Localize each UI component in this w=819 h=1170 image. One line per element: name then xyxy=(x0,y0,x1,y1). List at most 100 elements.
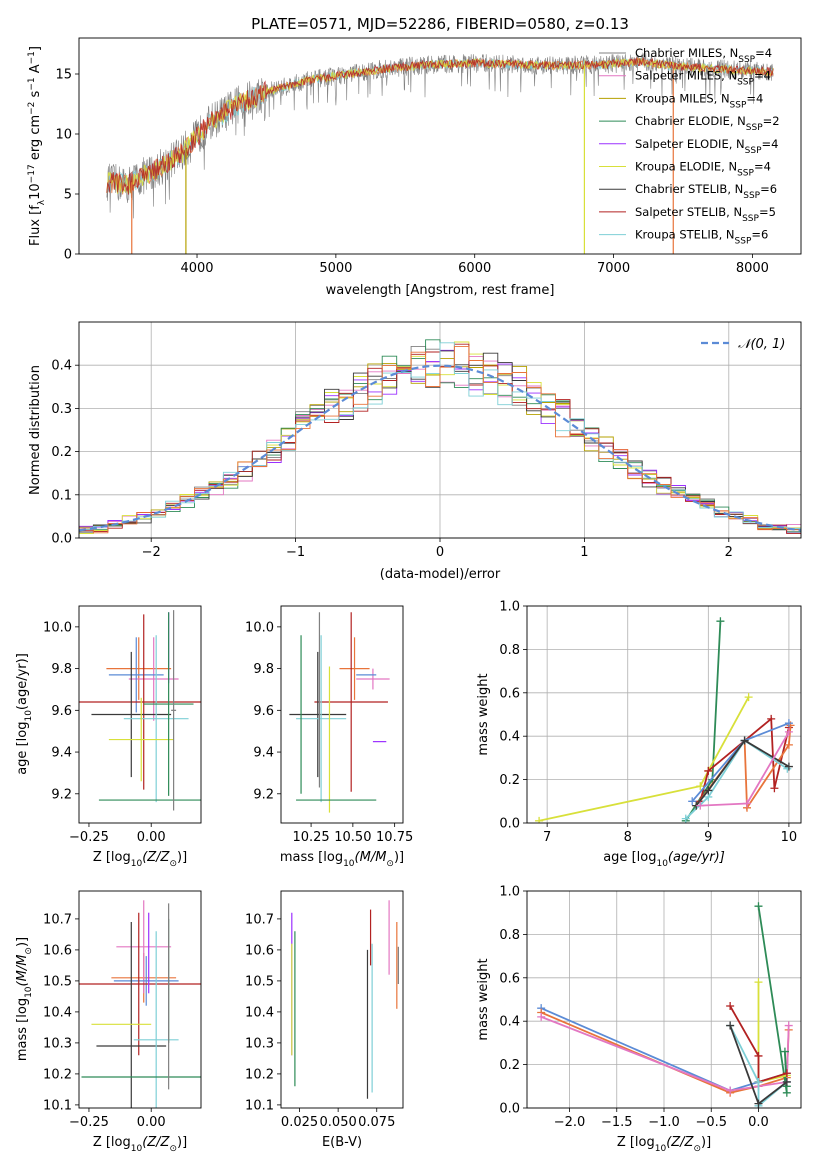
weight-marker xyxy=(770,784,779,793)
y-tick-label: 9.6 xyxy=(253,704,274,719)
error-bars xyxy=(291,900,399,1099)
x-tick-label: 0.050 xyxy=(320,1115,357,1130)
weight-marker xyxy=(704,786,713,795)
weight-series-line xyxy=(695,739,790,807)
x-tick-label: 4000 xyxy=(180,261,213,276)
x-axis-label: mass [log10(M/M⊙)] xyxy=(280,850,404,869)
y-tick-label: 9.6 xyxy=(51,704,72,719)
weight-lines xyxy=(535,617,795,823)
axes-frame xyxy=(78,890,202,1109)
y-axis-label: mass weight xyxy=(476,673,491,755)
x-tick-label: 0 xyxy=(436,545,444,560)
axes-frame xyxy=(78,321,802,539)
legend-entry: Chabrier STELIB, NSSP=6 xyxy=(635,182,777,201)
weight-marker xyxy=(784,1021,793,1030)
chart-weight-Z: −2.0 −1.5 −1.0 −0.5 0.0 0.0 0.2 0.4 0.6 0.8 1.0 Z [… xyxy=(476,885,802,1154)
y-tick-label: 10.4 xyxy=(43,1005,72,1020)
error-bars xyxy=(79,900,201,1108)
histogram-series xyxy=(79,341,801,534)
legend-entry: Kroupa ELODIE, NSSP=4 xyxy=(635,160,771,179)
weight-marker xyxy=(740,736,749,745)
x-tick-label: 0.0 xyxy=(748,1115,769,1130)
chart-mass-Z: −0.25 0.00 10.1 10.2 10.3 10.4 10.5 10.6 10.7 Z [… xyxy=(15,890,202,1154)
chart-age-Z: −0.25 0.00 9.2 9.4 9.6 9.8 10.0 Z [log10(Z/Z⊙)]… xyxy=(15,605,202,869)
y-tick-label: 10.1 xyxy=(245,1098,274,1113)
legend: Chabrier MILES, NSSP=4 Salpeter MILES, NS… xyxy=(599,46,780,247)
y-tick-label: 0.0 xyxy=(499,817,520,832)
y-tick-label: 0.4 xyxy=(499,1015,520,1030)
weight-marker xyxy=(743,799,752,808)
weight-marker xyxy=(784,740,793,749)
x-axis-label: wavelength [Angstrom, rest frame] xyxy=(326,283,555,298)
y-axis-label: Normed distribution xyxy=(28,365,43,495)
legend-entry: 𝒩(0, 1) xyxy=(738,337,785,352)
weight-series-line xyxy=(685,739,788,820)
y-tick-label: 10.3 xyxy=(245,1036,274,1051)
x-tick-label: −1 xyxy=(286,545,305,560)
x-tick-label: 2 xyxy=(725,545,733,560)
chart-spectrum: 4000 5000 6000 7000 8000 0 5 10 15 wavelength [An… xyxy=(27,37,802,298)
x-axis-label: Z [log10(Z/Z⊙)] xyxy=(93,1135,187,1154)
weight-series-line xyxy=(757,906,788,1093)
y-tick-label: 0.6 xyxy=(499,686,520,701)
x-tick-label: 5000 xyxy=(319,261,352,276)
axes-frame xyxy=(280,605,404,824)
chart-mass-EBV: 0.025 0.050 0.075 10.1 10.2 10.3 10.4 10.5 10.6 1… xyxy=(245,890,404,1150)
y-tick-label: 0.8 xyxy=(499,928,520,943)
y-tick-label: 0.2 xyxy=(51,445,72,460)
y-tick-label: 10.3 xyxy=(43,1036,72,1051)
legend-entry: Salpeter STELIB, NSSP=5 xyxy=(635,205,776,224)
y-tick-label: 9.4 xyxy=(51,746,72,761)
y-axis-label: mass [log10(M/M⊙)] xyxy=(15,937,34,1061)
y-tick-label: 0.4 xyxy=(51,359,72,374)
y-tick-label: 0.0 xyxy=(499,1102,520,1117)
y-tick-label: 5 xyxy=(64,188,72,203)
x-tick-label: 7 xyxy=(543,830,551,845)
weight-marker xyxy=(537,1012,546,1021)
y-tick-label: 10.6 xyxy=(245,943,274,958)
spectrum-data-line xyxy=(106,52,774,219)
y-tick-label: 1.0 xyxy=(499,600,520,615)
weight-marker xyxy=(688,797,697,806)
y-tick-label: 0.6 xyxy=(499,971,520,986)
y-tick-label: 9.8 xyxy=(253,662,274,677)
x-tick-label: 9 xyxy=(704,830,712,845)
histogram-series xyxy=(79,343,801,534)
y-axis-label: Flux [fλ10−17 erg cm−2 s−1 A−1] xyxy=(27,46,47,246)
y-tick-label: 10.1 xyxy=(43,1098,72,1113)
y-tick-label: 10.5 xyxy=(43,974,72,989)
spectra xyxy=(106,52,774,254)
weight-marker xyxy=(784,719,793,728)
axes-frame xyxy=(78,37,802,255)
x-tick-label: 8000 xyxy=(736,261,769,276)
axes-frame xyxy=(78,605,202,824)
x-tick-label: 0.00 xyxy=(137,830,166,845)
weight-marker xyxy=(716,617,725,626)
spectrum-model-line xyxy=(106,56,774,195)
x-tick-label: −0.25 xyxy=(69,1115,109,1130)
y-tick-label: 0.1 xyxy=(51,488,72,503)
error-bars xyxy=(289,612,390,813)
weight-lines xyxy=(537,902,793,1108)
weight-marker xyxy=(696,782,705,791)
y-tick-label: 10.0 xyxy=(43,620,72,635)
weight-marker xyxy=(744,693,753,702)
axes-frame xyxy=(280,890,404,1109)
y-axis-label: age [log10(age/yr)] xyxy=(15,653,34,775)
weight-marker xyxy=(782,1069,791,1078)
x-tick-label: −0.25 xyxy=(69,830,109,845)
x-tick-label: 6000 xyxy=(458,261,491,276)
x-tick-label: 0.00 xyxy=(137,1115,166,1130)
axes-frame xyxy=(526,605,802,824)
y-tick-label: 10.2 xyxy=(43,1067,72,1082)
weight-marker xyxy=(681,814,690,823)
y-tick-label: 10.5 xyxy=(245,974,274,989)
y-tick-label: 1.0 xyxy=(499,885,520,900)
weight-marker xyxy=(754,902,763,911)
weight-marker xyxy=(726,1086,735,1095)
chart-age-mass: 10.25 10.50 10.75 9.2 9.4 9.6 9.8 10.0 mass [log… xyxy=(245,605,413,869)
x-tick-label: −0.5 xyxy=(695,1115,727,1130)
y-tick-label: 10.4 xyxy=(245,1005,274,1020)
y-tick-label: 10.7 xyxy=(43,912,72,927)
